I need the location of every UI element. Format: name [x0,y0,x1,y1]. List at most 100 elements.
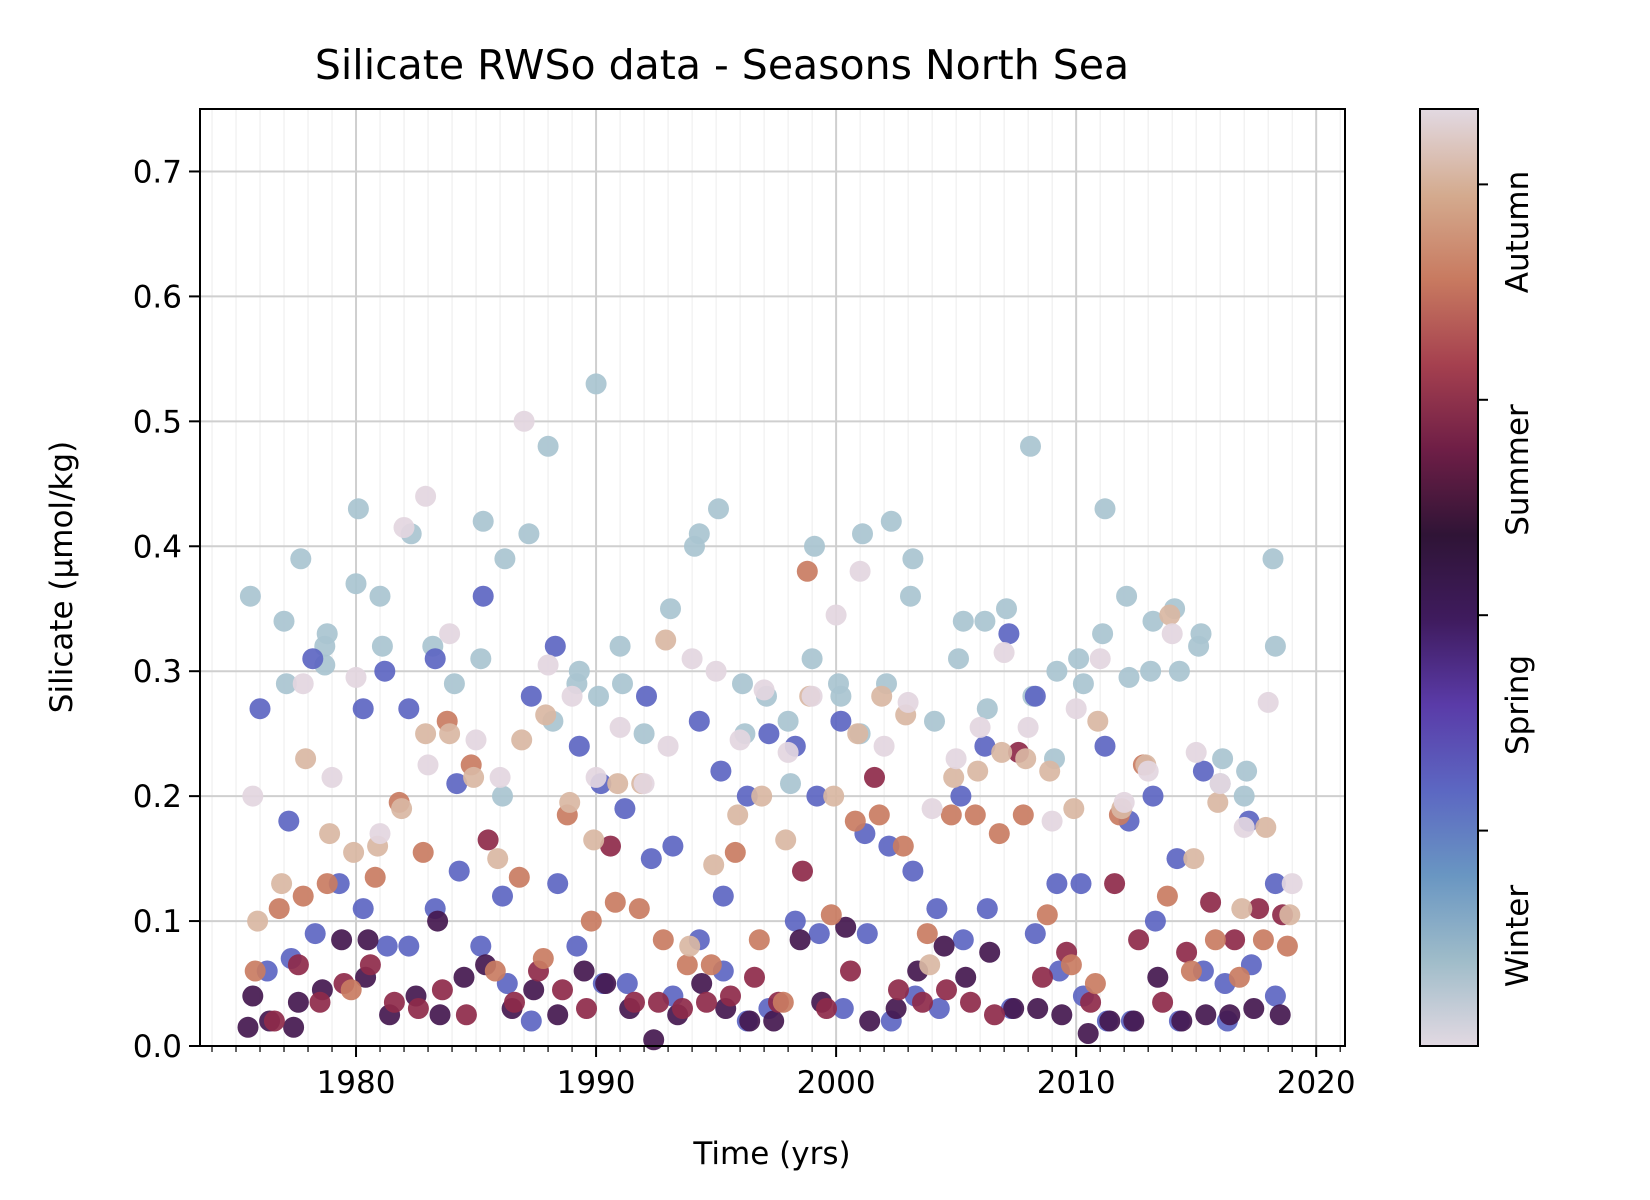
data-point [775,829,797,851]
data-point [1046,660,1068,682]
data-point [950,785,972,807]
data-point [736,785,758,807]
data-point [744,966,765,988]
data-point [1046,873,1068,895]
data-point [727,804,749,826]
data-point [952,610,974,632]
data-point [508,866,530,888]
data-point [1200,891,1222,913]
data-point [292,673,314,695]
y-tick-label: 0.5 [133,404,182,440]
data-point [352,898,374,920]
data-point [371,635,393,657]
data-point [955,966,977,988]
data-point [443,673,465,695]
data-point [1269,1004,1291,1026]
x-tick-label: 2000 [797,1065,876,1101]
data-point [720,985,741,1007]
x-tick-label: 1980 [317,1065,396,1101]
data-point [287,991,309,1013]
data-point [928,998,950,1019]
data-point [945,748,967,770]
data-point [859,1010,881,1032]
data-point [612,673,633,695]
data-point [1252,929,1274,951]
data-point [1161,623,1183,645]
data-point [340,979,362,1001]
y-tick-label: 0.7 [133,154,182,190]
y-tick-label: 0.2 [133,779,182,815]
x-axis-label: Time (yrs) [692,1136,850,1172]
data-point [1142,785,1164,807]
data-point [840,960,861,982]
data-point [880,510,902,532]
data-point [427,910,449,932]
data-point [1207,791,1229,813]
data-point [1072,673,1094,695]
data-point [640,848,662,870]
data-points [237,373,1303,1051]
data-point [1180,960,1202,982]
colorbar: Winter Spring Summer Autumn [1419,108,1536,1047]
data-point [448,860,470,882]
data-point [520,685,542,707]
data-point [1065,698,1087,720]
data-point [1092,623,1114,645]
data-point [1152,991,1174,1013]
x-tick-label: 2020 [1277,1065,1356,1101]
data-point [585,766,607,788]
data-point [676,954,698,976]
data-point [237,1016,259,1038]
data-point [672,998,693,1019]
data-point [830,710,852,732]
data-point [952,929,974,951]
data-point [1264,873,1286,895]
data-point [247,910,269,932]
data-point [660,598,681,620]
data-point [652,929,674,951]
data-point [976,898,998,920]
x-axis: 1980 1990 2000 2010 2020 [211,1046,1356,1101]
data-point [900,585,921,607]
data-point [1036,904,1058,926]
data-point [1233,816,1255,838]
data-point [1147,966,1169,988]
data-point [1077,1023,1099,1044]
data-point [772,991,794,1013]
data-point [912,991,933,1013]
data-point [902,860,924,882]
data-point [544,635,566,657]
data-point [431,979,453,1001]
data-point [804,535,825,557]
data-point [1185,741,1207,763]
data-point [996,598,1017,620]
data-point [852,523,873,545]
data-point [316,623,338,645]
data-point [470,648,492,670]
data-point [1142,610,1164,632]
data-point [739,1010,761,1032]
data-point [1128,929,1150,951]
data-point [751,785,773,807]
data-point [806,785,828,807]
data-point [275,673,297,695]
data-point [835,916,857,938]
data-point [511,729,533,751]
data-point [1063,798,1085,820]
data-point [614,798,636,820]
data-point [705,660,727,682]
data-point [489,766,511,788]
data-point [844,810,866,832]
data-point [748,929,770,951]
data-point [472,510,494,532]
data-point [520,1010,542,1032]
data-point [681,648,703,670]
data-point [662,835,684,857]
data-point [967,760,989,782]
data-point [960,991,981,1013]
data-point [940,804,962,826]
data-point [369,585,391,607]
data-point [1264,635,1286,657]
data-point [1224,929,1246,951]
data-point [1068,648,1090,670]
